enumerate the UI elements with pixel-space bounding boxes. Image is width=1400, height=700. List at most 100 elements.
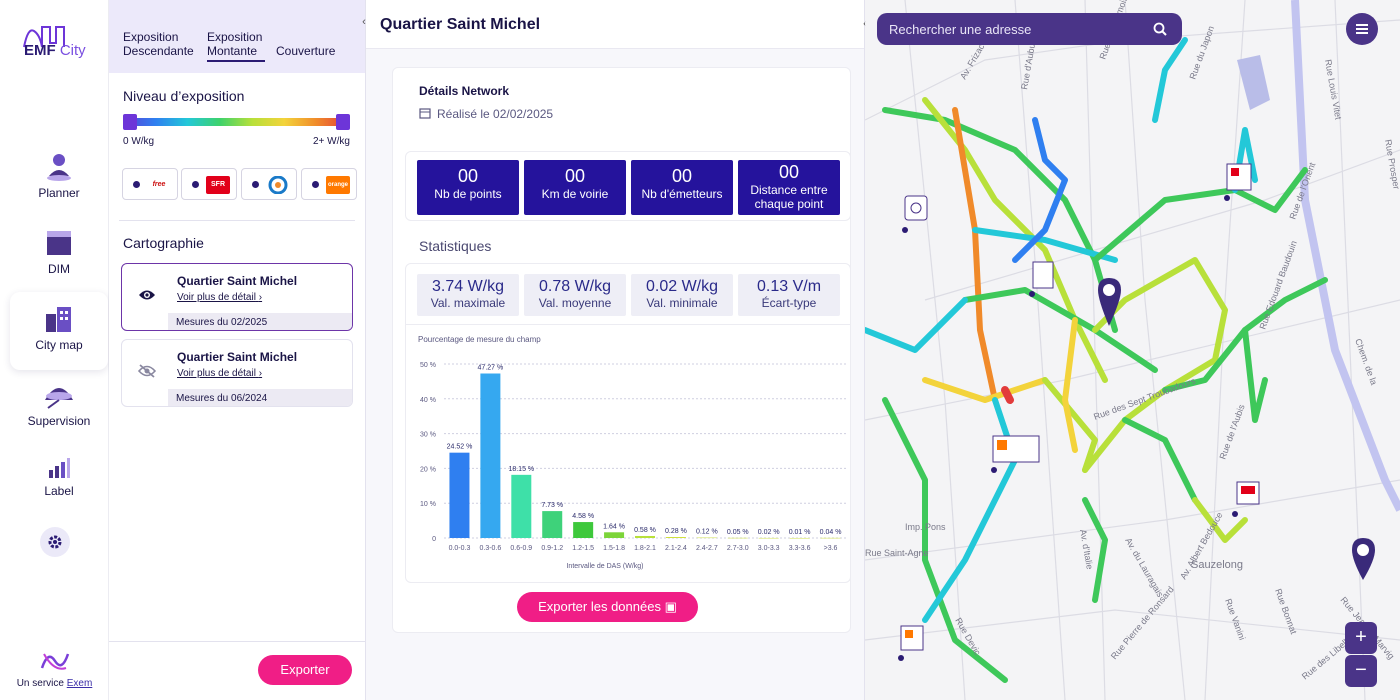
- x-axis-label: Intervalle de DAS (W/kg): [566, 563, 643, 570]
- card-detail-link[interactable]: Voir plus de détail ›: [177, 368, 263, 379]
- card-footer-date: Mesures du 02/2025: [168, 313, 352, 330]
- svg-text:Av. du Lauragais: Av. du Lauragais: [1123, 536, 1165, 599]
- settings-button[interactable]: [40, 527, 70, 557]
- side-navigation: EMF City Planner DIM City map Supervisio…: [0, 0, 109, 700]
- exposure-tabs: Exposition Descendante Exposition Montan…: [109, 0, 366, 73]
- x-tick-label: 1.5-1.8: [603, 545, 625, 552]
- orange-logo: orange: [326, 176, 350, 194]
- city-map[interactable]: Av. Frizac Rue d'Aubuisson Rue des Demoi…: [865, 0, 1400, 700]
- statistics-box: 3.74 W/kg Val. maximale 0.78 W/kg Val. moy…: [405, 263, 851, 583]
- chart-bar: [696, 537, 717, 539]
- collapse-panel-chevron-icon[interactable]: ‹: [362, 16, 366, 28]
- operator-site-marker-icon[interactable]: [898, 625, 924, 661]
- svg-text:Sauzelong: Sauzelong: [1191, 559, 1243, 571]
- chart-bar: [511, 474, 532, 538]
- export-data-button[interactable]: Exporter les données ▣: [517, 592, 698, 622]
- chart-bar: [635, 535, 655, 538]
- exem-link[interactable]: Exem: [66, 678, 93, 689]
- stats-divider: [406, 324, 850, 325]
- map-canvas[interactable]: Av. Frizac Rue d'Aubuisson Rue des Demoi…: [865, 0, 1400, 700]
- bar-value-label: 0.12 %: [696, 529, 718, 536]
- eye-off-icon[interactable]: [138, 364, 156, 378]
- location-pin-icon[interactable]: [1098, 278, 1121, 326]
- y-tick-label: 20 %: [420, 466, 436, 473]
- operator-filter-free[interactable]: free: [122, 168, 178, 200]
- x-tick-label: >3.6: [824, 545, 838, 552]
- x-tick-label: 2.1-2.4: [665, 545, 687, 552]
- network-details-card: Détails Network Réalisé le 02/02/2025 00…: [392, 67, 851, 633]
- card-detail-link[interactable]: Voir plus de détail ›: [177, 292, 263, 303]
- y-tick-label: 0: [432, 536, 436, 543]
- bar-value-label: 47.27 %: [478, 365, 504, 372]
- x-tick-label: 2.7-3.0: [727, 545, 749, 552]
- scale-min-handle[interactable]: [123, 114, 137, 130]
- nav-label: Supervision: [27, 414, 91, 428]
- image-download-icon: ▣: [664, 599, 677, 614]
- details-title: Détails Network: [419, 84, 510, 98]
- nav-planner[interactable]: Planner: [10, 152, 108, 224]
- nav-label-page[interactable]: Label: [10, 456, 108, 528]
- menu-button[interactable]: [1346, 13, 1378, 45]
- card-title: Quartier Saint Michel: [177, 350, 298, 364]
- x-tick-label: 0.0-0.3: [449, 545, 471, 552]
- export-button[interactable]: Exporter: [258, 655, 352, 685]
- realisation-date: Réalisé le 02/02/2025: [437, 107, 554, 121]
- gear-icon: [48, 535, 62, 549]
- map-layer-card[interactable]: Quartier Saint Michel Voir plus de détai…: [121, 263, 353, 331]
- operator-site-marker-icon[interactable]: [991, 435, 1040, 473]
- y-tick-label: 40 %: [420, 397, 436, 404]
- bar-value-label: 0.58 %: [634, 527, 656, 534]
- bar-value-label: 7.73 %: [541, 502, 563, 509]
- nav-dim[interactable]: DIM: [10, 228, 108, 300]
- eye-icon[interactable]: [138, 288, 156, 302]
- city-buildings-icon: [46, 307, 71, 332]
- svg-text:Rue de l'Aubis: Rue de l'Aubis: [1217, 403, 1246, 461]
- svg-text:Rue du Japon: Rue du Japon: [1187, 25, 1216, 81]
- kpi-tiles: 00 Nb de points 00 Km de voirie 00 Nb d'éme…: [405, 151, 851, 221]
- sfr-logo: SFR: [206, 176, 230, 194]
- map-layer-card[interactable]: Quartier Saint Michel Voir plus de détai…: [121, 339, 353, 407]
- kpi-tile: 00 Nb d'émetteurs: [631, 160, 733, 215]
- scale-max-handle[interactable]: [336, 114, 350, 130]
- details-header: Quartier Saint Michel ‹: [366, 0, 867, 49]
- tab-couverture[interactable]: Couverture: [276, 44, 336, 58]
- nav-supervision[interactable]: Supervision: [10, 380, 108, 452]
- stat-tile: 0.78 W/kg Val. moyenne: [524, 274, 626, 316]
- address-search-input[interactable]: Rechercher une adresse: [877, 13, 1182, 45]
- zoom-out-button[interactable]: −: [1345, 655, 1377, 687]
- exposure-level-title: Niveau d’exposition: [123, 88, 245, 104]
- collapse-details-chevron-icon[interactable]: ‹: [858, 18, 872, 32]
- chart-bar: [665, 537, 686, 538]
- location-pin-icon[interactable]: [1352, 538, 1375, 580]
- nav-city-map[interactable]: City map: [10, 292, 108, 370]
- zoom-in-button[interactable]: +: [1345, 622, 1377, 654]
- chart-bar: [449, 452, 470, 538]
- nav-label: Label: [44, 484, 74, 498]
- antenna-marker-icon[interactable]: [902, 195, 928, 233]
- site-marker-icon[interactable]: [1029, 261, 1054, 297]
- y-tick-label: 50 %: [420, 362, 436, 369]
- operator-filter-sfr[interactable]: SFR: [181, 168, 237, 200]
- chart-title: Pourcentage de mesure du champ: [418, 335, 541, 344]
- y-tick-label: 30 %: [420, 432, 436, 439]
- svg-text:Rue Edouard Baudouin: Rue Edouard Baudouin: [1257, 239, 1298, 330]
- operator-filter-orange[interactable]: orange: [301, 168, 357, 200]
- exem-logo: [40, 653, 70, 670]
- svg-text:Rue Saint-Agne: Rue Saint-Agne: [865, 548, 929, 558]
- emf-city-logo: [23, 26, 65, 48]
- bar-signal-icon: [49, 458, 70, 478]
- x-tick-label: 0.9-1.2: [541, 545, 563, 552]
- chevron-right-icon: ›: [258, 368, 263, 379]
- layers-panel: Exposition Descendante Exposition Montan…: [109, 0, 366, 700]
- kpi-tile: 00 Distance entre chaque point: [738, 160, 840, 215]
- tab-exposition-montante[interactable]: Exposition Montante: [207, 30, 265, 62]
- card-footer-date: Mesures du 06/2024: [168, 389, 352, 406]
- tab-exposition-descendante[interactable]: Exposition Descendante: [123, 30, 194, 58]
- x-tick-label: 0.3-0.6: [479, 545, 501, 552]
- collapse-map-chevron-icon[interactable]: ‹: [865, 18, 871, 32]
- operator-site-marker-icon[interactable]: [1232, 481, 1260, 517]
- operator-site-marker-icon[interactable]: [1224, 163, 1252, 201]
- search-icon[interactable]: [1153, 22, 1167, 36]
- operator-filter-bouygues[interactable]: [241, 168, 297, 200]
- chart-bar: [820, 537, 841, 539]
